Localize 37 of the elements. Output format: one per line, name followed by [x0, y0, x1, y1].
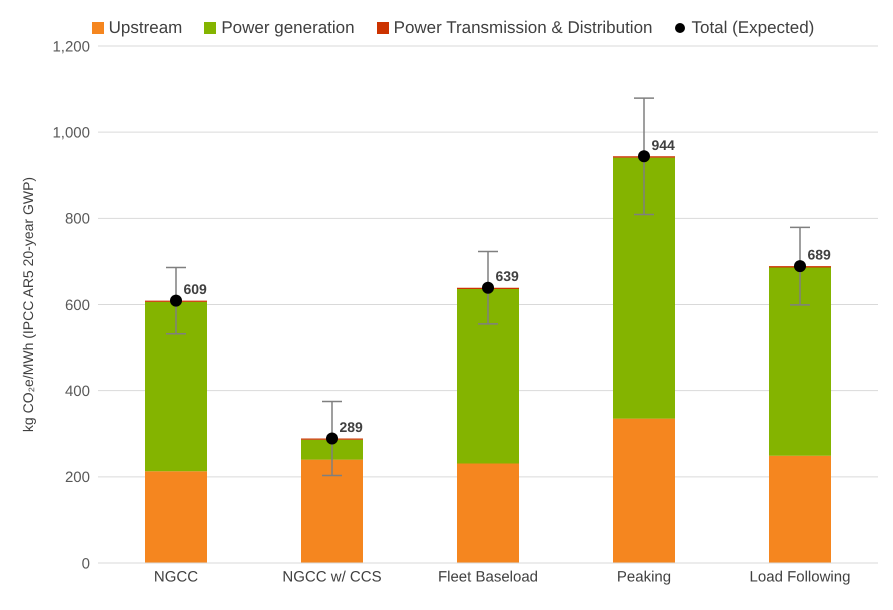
legend-label: Total (Expected): [691, 18, 814, 38]
data-label: 609: [183, 281, 208, 298]
legend-label: Power Transmission & Distribution: [394, 18, 652, 38]
bar: [301, 440, 363, 460]
bar: [613, 418, 675, 563]
point: [326, 432, 338, 444]
y-tick-label: 1,200: [52, 38, 90, 56]
bar: [457, 463, 519, 563]
y-tick-label: 1,000: [52, 124, 90, 142]
bar: [613, 158, 675, 419]
y-tick-label: 800: [64, 210, 90, 228]
bar: [769, 456, 831, 563]
bar: [769, 267, 831, 456]
y-axis-title: kg CO₂e/MWh (IPCC AR5 20-year GWP): [20, 176, 36, 432]
x-tick-label: Load Following: [750, 568, 850, 586]
legend-label: Upstream: [108, 18, 182, 38]
x-tick-label: Peaking: [616, 568, 672, 586]
data-label: 289: [339, 418, 364, 435]
point: [638, 150, 650, 162]
x-tick-label: NGCC: [154, 568, 198, 586]
bar: [145, 471, 207, 563]
y-tick-label: 600: [64, 296, 90, 314]
bar: [457, 288, 519, 464]
point: [794, 260, 806, 272]
data-label: 639: [495, 268, 520, 284]
point: [482, 282, 494, 294]
data-label: 689: [807, 246, 832, 263]
x-tick-label: Fleet Baseload: [438, 568, 538, 586]
data-label: 944: [651, 136, 676, 153]
x-tick-label: NGCC w/ CCS: [282, 568, 382, 586]
y-tick-label: 200: [64, 469, 90, 486]
y-tick-label: 400: [64, 382, 90, 400]
point: [170, 294, 182, 307]
y-tick-label: 0: [82, 555, 90, 572]
legend-label: Power generation: [221, 18, 355, 38]
bar: [301, 460, 363, 563]
bar: [145, 302, 207, 472]
